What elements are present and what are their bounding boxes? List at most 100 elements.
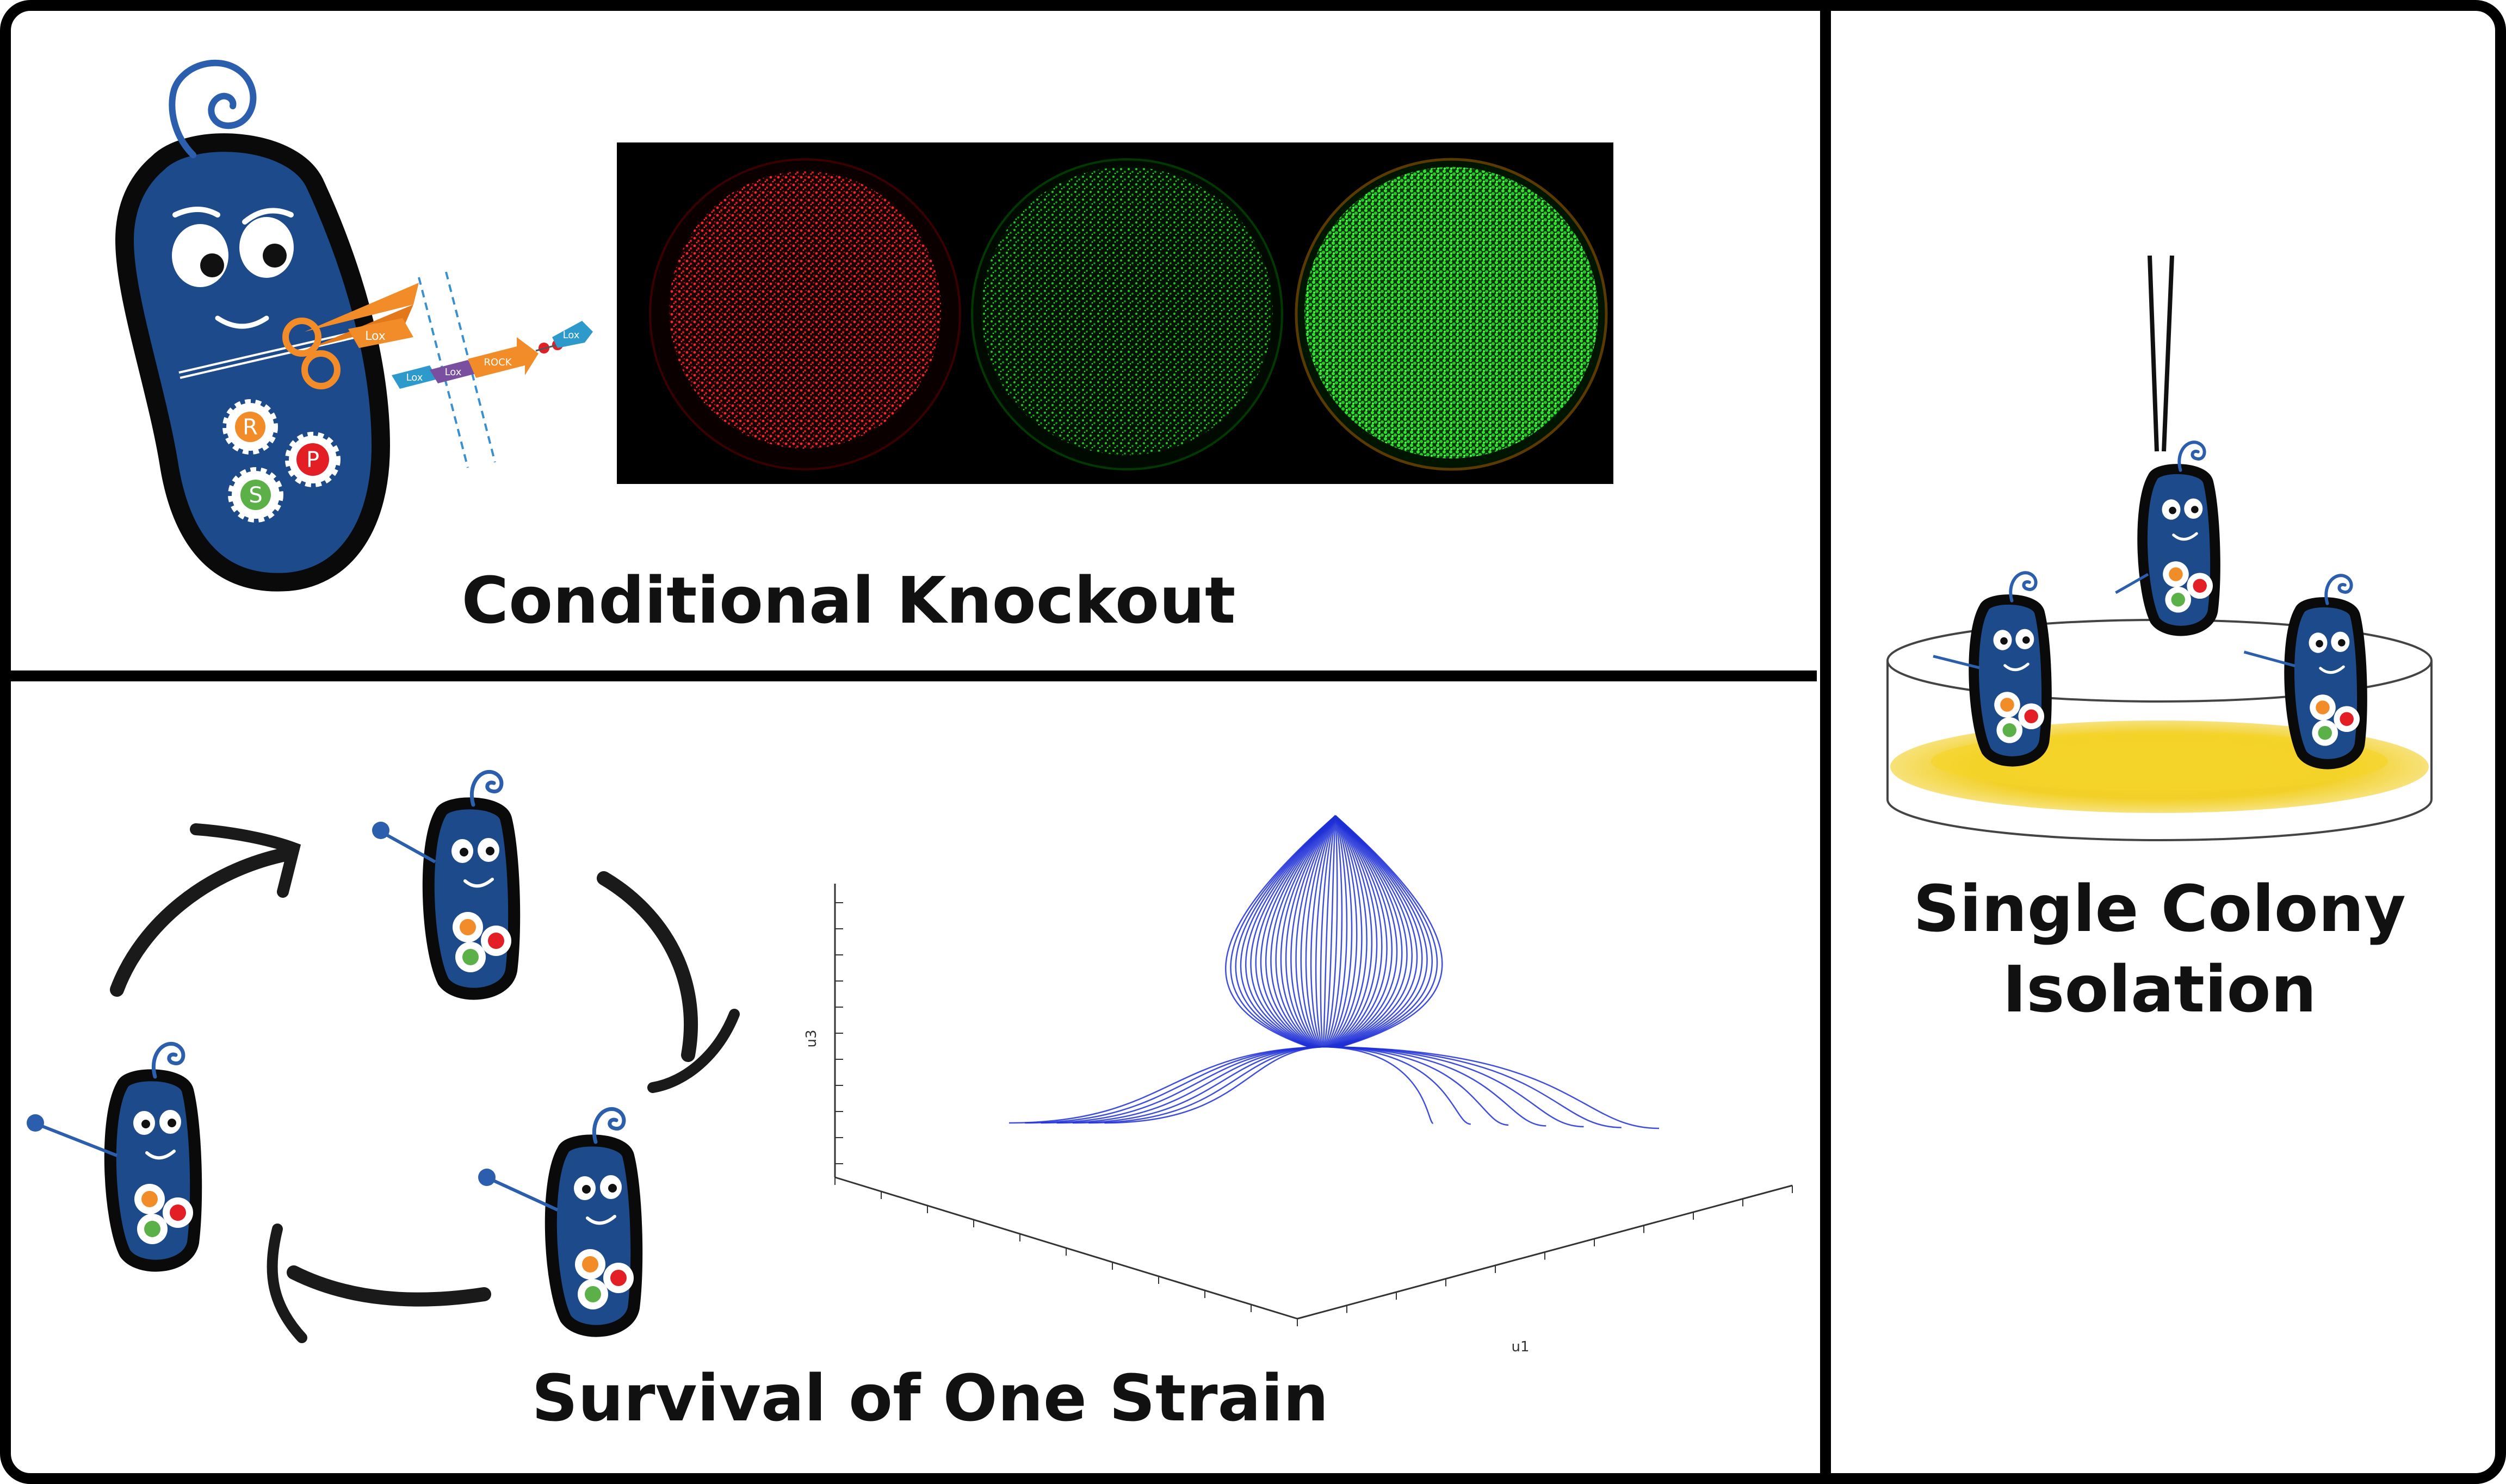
trajectory-line <box>1320 815 1336 1047</box>
trajectory-line <box>1240 815 1336 1048</box>
trajectory-line <box>1335 815 1428 1048</box>
caption-single-colony-line1: Single Colony <box>1913 871 2406 946</box>
waving-hand-icon <box>2115 573 2149 594</box>
trajectory-line <box>1335 815 1433 1048</box>
large-bacterium: R P S <box>115 59 391 592</box>
waving-hand-icon <box>2243 650 2295 667</box>
trajectory-line <box>1325 815 1343 1047</box>
bacterium-dish-right <box>2243 575 2362 764</box>
trajectory-line <box>1025 1046 1325 1124</box>
trajectory-line <box>1285 815 1336 1047</box>
caption-conditional-knockout: Conditional Knockout <box>462 563 1236 638</box>
single-colony-panel: Single Colony Isolation <box>1886 255 2433 1027</box>
trajectory-line <box>1255 815 1336 1048</box>
waving-hand-icon <box>385 833 436 864</box>
trajectory-line <box>1333 815 1393 1048</box>
trajectory-line <box>1324 815 1338 1047</box>
trajectory-line <box>1324 1046 1471 1125</box>
trajectory-line <box>1328 815 1363 1047</box>
trajectory-line <box>1300 815 1336 1047</box>
rock-label: ROCK <box>484 357 512 368</box>
trajectory-line <box>1333 815 1398 1048</box>
trajectory-line <box>1329 815 1368 1047</box>
trajectory-line <box>1335 815 1443 1048</box>
trajectory-line <box>1324 1046 1622 1128</box>
trajectory-line <box>1260 815 1336 1048</box>
trajectory-line <box>1327 815 1358 1047</box>
trajectory-line <box>1305 815 1336 1047</box>
trajectory-line <box>1335 815 1408 1048</box>
trajectory-line <box>1334 815 1403 1048</box>
trajectory-line <box>1310 815 1336 1047</box>
waving-hand-icon <box>491 1178 559 1212</box>
trajectory-line <box>1315 815 1336 1047</box>
trajectory-line <box>1335 815 1418 1048</box>
trajectory-line <box>1324 1046 1660 1129</box>
caption-single-colony-line2: Isolation <box>2002 952 2316 1027</box>
lox-label-3: Lox <box>563 330 580 341</box>
trajectory-lines <box>1008 815 1660 1129</box>
trajectory-line <box>1329 815 1373 1047</box>
lox-label-1: Lox <box>406 372 423 383</box>
gene-label-p: P <box>306 448 319 473</box>
trajectory-line <box>1324 1046 1509 1126</box>
gene-label-s: S <box>249 483 262 508</box>
genetic-construct: Lox Lox Lox ROCK Lox <box>178 271 593 468</box>
trajectory-line <box>1331 815 1383 1048</box>
trajectory-line <box>1225 815 1336 1048</box>
trajectory-line <box>1332 815 1388 1048</box>
survival-panel: u3 u1 Survival of One Strain <box>27 772 1793 1436</box>
trajectory-line <box>1331 815 1378 1048</box>
trajectory-line <box>1245 815 1336 1048</box>
trajectory-line <box>1270 815 1336 1048</box>
trajectory-line <box>1324 1046 1434 1125</box>
trajectory-line <box>1324 1046 1584 1128</box>
plot-axes <box>834 884 1793 1320</box>
trajectory-line <box>1230 815 1336 1048</box>
trajectory-line <box>1280 815 1336 1047</box>
fluorescence-plates <box>617 142 1613 484</box>
bacterium-bottom <box>478 1109 636 1331</box>
bacterium-held <box>2115 442 2216 631</box>
axis-label-u3: u3 <box>803 1029 820 1047</box>
waving-hand-icon <box>1933 655 1980 669</box>
trajectory-line <box>1295 815 1336 1047</box>
trajectory-line <box>1056 1046 1325 1124</box>
trajectory-line <box>1088 1046 1325 1124</box>
trajectory-line <box>1335 815 1413 1048</box>
trajectory-line <box>1335 815 1423 1048</box>
trajectory-line <box>1322 815 1336 1047</box>
tweezers-icon <box>2148 255 2174 452</box>
trajectory-line <box>1265 815 1336 1048</box>
trajectory-plot: u3 u1 <box>803 815 1793 1355</box>
trajectory-line <box>1104 1046 1325 1124</box>
bacterium-left <box>27 1044 196 1265</box>
gear-icon: S <box>232 471 280 519</box>
trajectory-line <box>1072 1046 1325 1124</box>
lox-label-2: Lox <box>445 367 462 378</box>
bacterium-top <box>372 772 514 994</box>
cycle-arrow-icon <box>110 823 740 1343</box>
trajectory-line <box>1250 815 1336 1048</box>
bacterium-dish-left <box>1933 573 2046 761</box>
trajectory-line <box>1290 815 1336 1047</box>
caption-survival: Survival of One Strain <box>531 1361 1328 1436</box>
trajectory-line <box>1323 815 1336 1047</box>
trajectory-line <box>1335 815 1438 1048</box>
gene-label-r: R <box>243 415 258 440</box>
gear-icon: R <box>226 403 274 451</box>
axis-label-u1: u1 <box>1511 1339 1529 1355</box>
trajectory-line <box>1235 815 1336 1048</box>
trajectory-line <box>1041 1046 1325 1124</box>
gear-icon: P <box>289 436 337 483</box>
knockout-panel: R P S <box>115 59 1613 638</box>
trajectory-line <box>1326 815 1348 1047</box>
trajectory-line <box>1324 1046 1546 1127</box>
lox-label-orange: Lox <box>365 330 386 343</box>
waving-hand-icon <box>40 1124 118 1157</box>
plot-ticks <box>834 902 1793 1326</box>
trajectory-line <box>1275 815 1336 1048</box>
trajectory-line <box>1326 815 1353 1047</box>
